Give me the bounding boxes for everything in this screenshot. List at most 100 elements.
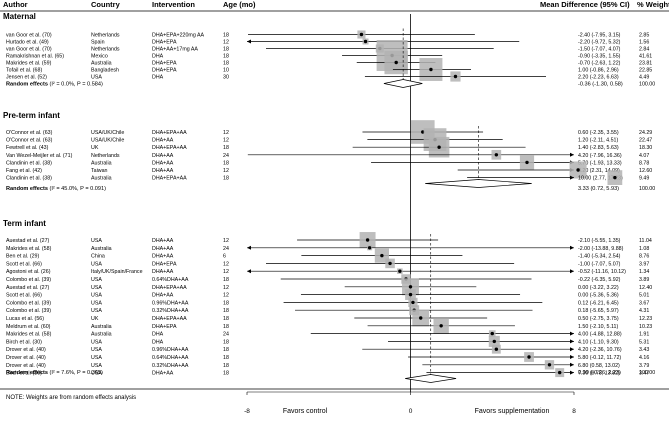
study-intervention: DHA+AA	[152, 254, 174, 260]
study-author: Birch et al. (30)	[6, 339, 42, 345]
study-ci: 1.00 (-0.86, 2.96)	[578, 68, 619, 74]
point-estimate	[359, 32, 364, 37]
study-country: Netherlands	[91, 33, 120, 39]
study-weight: 8.76	[639, 254, 649, 260]
study-country: Bangladesh	[91, 68, 119, 74]
study-weight: 3.89	[639, 277, 649, 283]
study-ci: 4.10 (-1.10, 9.30)	[578, 339, 619, 345]
study-country: USA	[91, 355, 102, 361]
study-author: Tofail et al. (68)	[6, 68, 42, 74]
study-intervention: DHA	[152, 75, 164, 81]
column-headers: Author Country Intervention Age (mo) Mea…	[3, 0, 669, 9]
study-weight: 4.16	[639, 355, 649, 361]
study-author: Agostoni et al. (26)	[6, 269, 51, 275]
header-weight: % Weight	[637, 0, 669, 9]
study-country: Netherlands	[91, 153, 120, 159]
study-ci: 4.20 (-2.36, 10.76)	[578, 347, 622, 353]
study-age: 24	[223, 153, 229, 159]
study-ci: 4.20 (-7.96, 16.36)	[578, 153, 622, 159]
study-ci: -0.90 (-3.35, 1.55)	[578, 54, 621, 60]
study-age: 18	[223, 371, 229, 377]
pooled-diamond	[383, 79, 423, 88]
study-country: Australia	[91, 61, 112, 67]
study-age: 30	[223, 75, 229, 81]
study-author: O'Connor et al. (63)	[6, 138, 53, 144]
study-age: 12	[223, 40, 229, 46]
point-estimate	[494, 153, 499, 157]
study-intervention: DHA+EPA	[152, 40, 177, 46]
study-weight: 10.23	[639, 324, 652, 330]
study-age: 18	[223, 176, 229, 182]
study-author: Jensen et al. (52)	[6, 75, 47, 81]
study-ci: -0.22 (-6.35, 5.92)	[578, 277, 621, 283]
study-weight: 3.47	[639, 371, 649, 377]
study-intervention: DHA+AA	[152, 246, 174, 252]
point-estimate	[411, 300, 415, 305]
point-estimate	[380, 253, 384, 258]
study-ci: 0.60 (-2.35, 3.55)	[578, 130, 619, 136]
study-country: USA	[91, 261, 102, 267]
ci-arrow-right	[570, 152, 574, 157]
point-estimate	[363, 39, 368, 44]
point-estimate	[439, 324, 443, 328]
x-tick-label: -8	[244, 408, 250, 415]
study-intervention: DHA+AA	[152, 238, 174, 244]
study-ci: -1.40 (-5.34, 2.54)	[578, 254, 621, 260]
ci-arrow-right	[570, 269, 574, 274]
study-author: Van Wezel-Meijler et al. (71)	[6, 153, 73, 159]
study-weight: 5.31	[639, 339, 649, 345]
study-age: 18	[223, 61, 229, 67]
header-author: Author	[3, 0, 28, 9]
ci-arrow-right	[570, 331, 574, 336]
point-estimate	[429, 67, 433, 72]
study-age: 18	[223, 316, 229, 322]
study-ci: -0.52 (-11.16, 10.12)	[578, 269, 626, 275]
header-country: Country	[91, 0, 121, 9]
study-age: 18	[223, 160, 229, 166]
study-ci: 1.40 (-2.83, 5.63)	[578, 145, 619, 151]
study-age: 18	[223, 363, 229, 369]
study-weight: 12.23	[639, 316, 652, 322]
study-author: Birch et al. (30)	[6, 371, 42, 377]
point-estimate	[453, 74, 458, 79]
study-intervention: DHA	[152, 54, 164, 60]
study-age: 18	[223, 308, 229, 314]
study-country: UK	[91, 316, 99, 322]
study-country: USA	[91, 293, 102, 299]
study-intervention: DHA+AA+17mg AA	[152, 47, 198, 53]
study-age: 18	[223, 54, 229, 60]
study-weight: 8.78	[639, 160, 649, 166]
ci-arrow-right	[570, 175, 574, 180]
study-weight: 11.04	[639, 238, 652, 244]
group-title: Pre-term infant	[3, 111, 60, 120]
study-age: 18	[223, 145, 229, 151]
study-author: Scott et al. (66)	[6, 261, 42, 267]
point-estimate	[421, 130, 425, 134]
ci-arrow-right	[570, 370, 574, 375]
point-estimate	[388, 261, 392, 266]
study-author: Clandinin et al. (38)	[6, 160, 52, 166]
study-author: Drover et al. (40)	[6, 347, 46, 353]
study-weight: 18.30	[639, 145, 652, 151]
study-country: USA	[91, 300, 102, 306]
point-estimate	[490, 331, 494, 336]
point-estimate	[613, 175, 617, 180]
study-author: Ramakrishnan et al. (65)	[6, 54, 64, 60]
study-author: Colombo et al. (39)	[6, 308, 51, 314]
point-estimate	[408, 285, 413, 289]
study-country: USA	[91, 347, 102, 353]
study-age: 18	[223, 277, 229, 283]
study-weight: 1.56	[639, 40, 649, 46]
group-title: Term infant	[3, 219, 46, 228]
study-country: USA	[91, 308, 102, 314]
pooled-weight: 100.00	[639, 186, 655, 192]
study-age: 12	[223, 293, 229, 299]
ci-arrow-left	[247, 39, 251, 44]
study-author: Hurtado et al. (49)	[6, 40, 49, 46]
study-ci: 0.50 (-2.75, 3.75)	[578, 316, 619, 322]
study-author: Makrides et al. (58)	[6, 246, 52, 252]
study-intervention: DHA+EPA+AA	[152, 130, 187, 136]
study-weight: 1.91	[639, 332, 649, 338]
study-country: USA	[91, 75, 102, 81]
pooled-ci: 0.99 (-0.26, 2.23)	[578, 370, 621, 376]
